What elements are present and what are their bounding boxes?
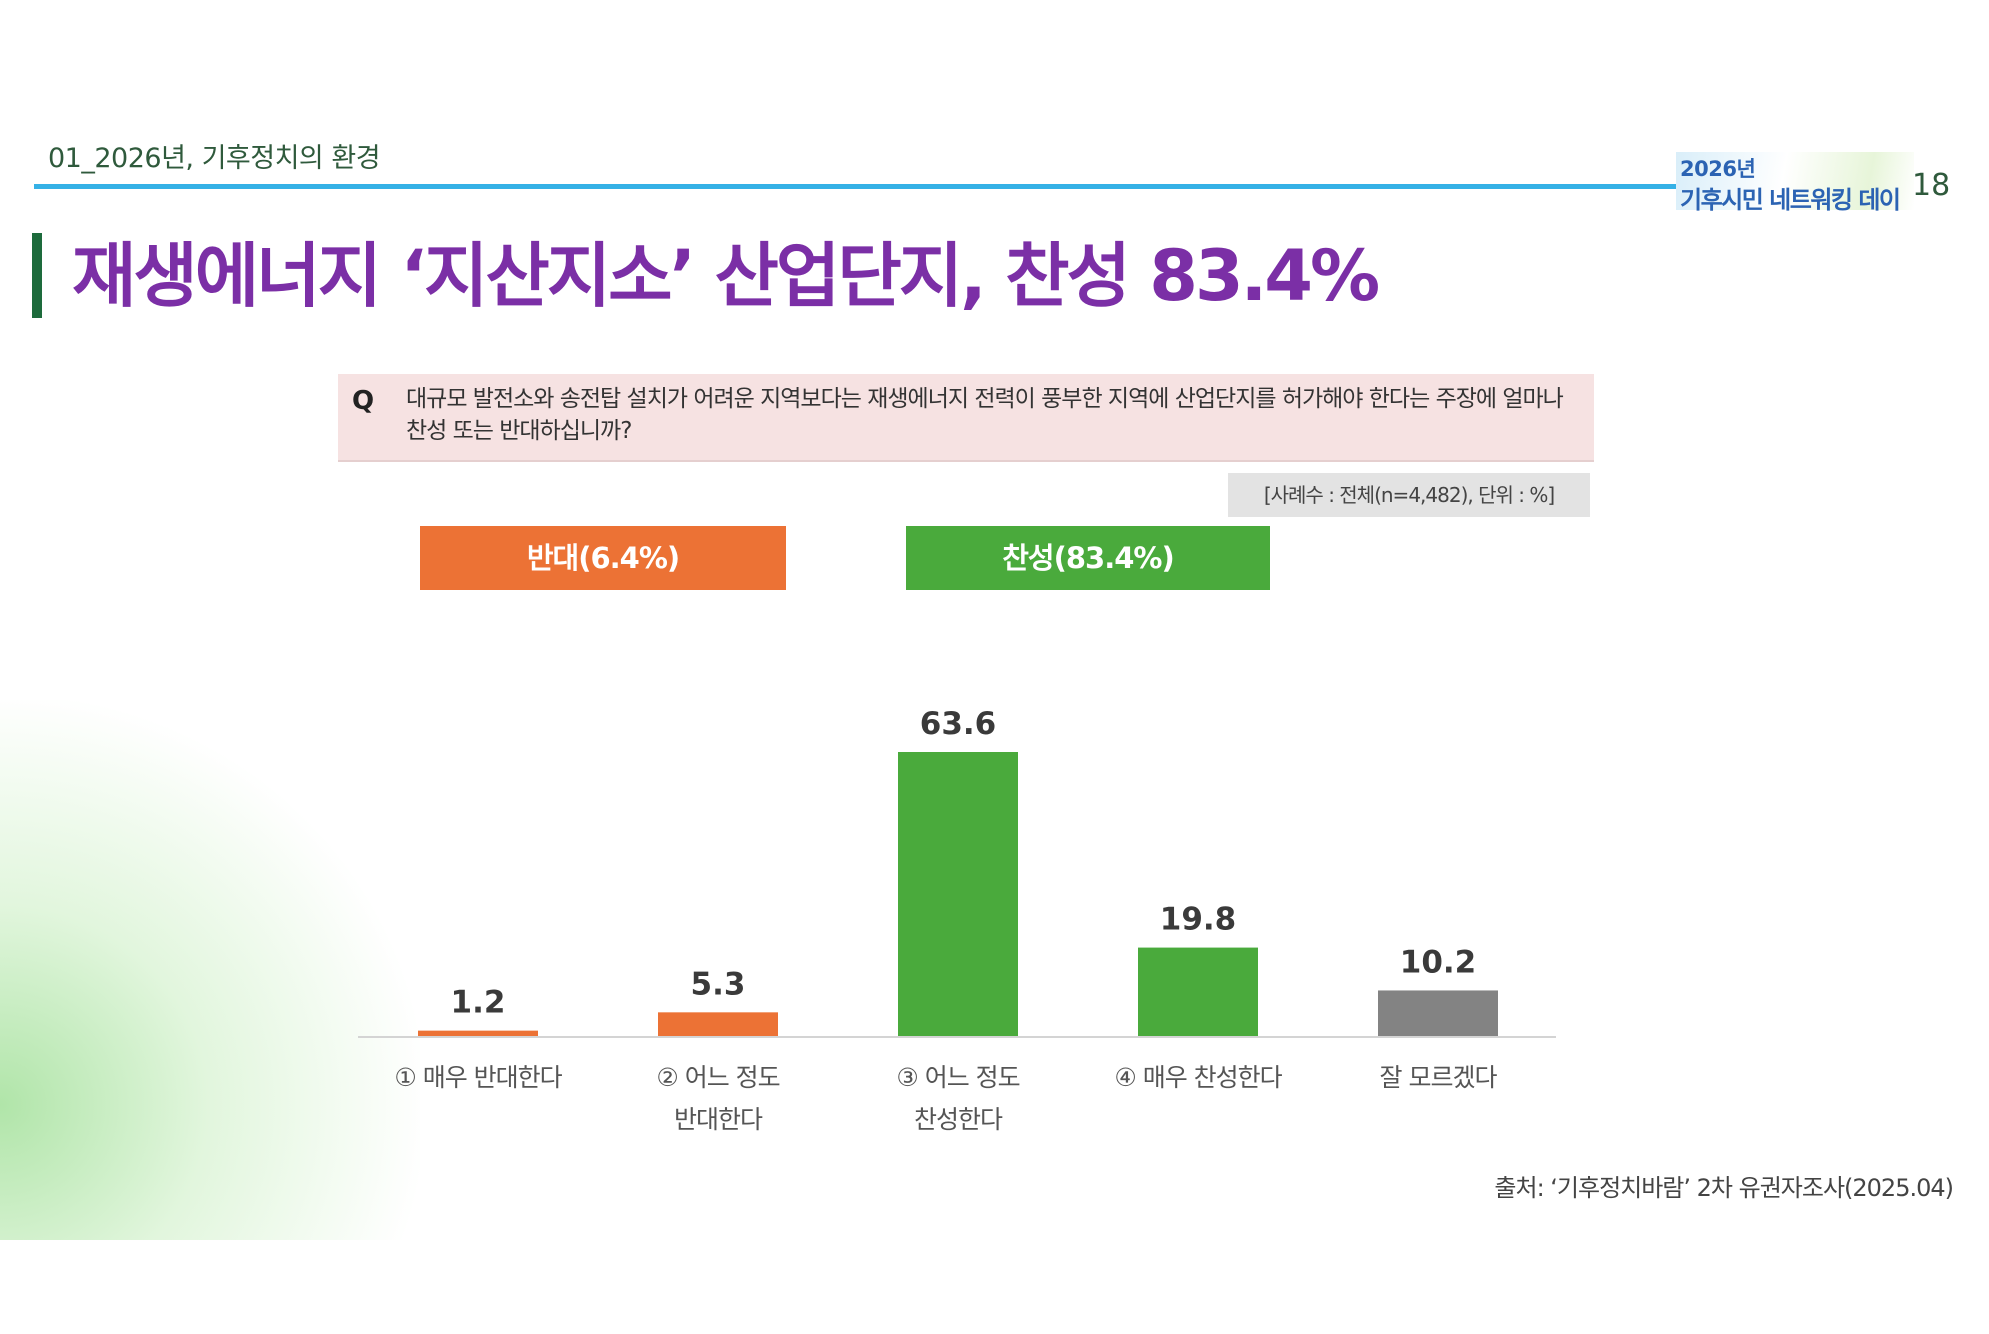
page-number: 18 <box>1912 168 1951 203</box>
bar-value-label-5: 10.2 <box>1400 944 1477 980</box>
category-label-3: 찬성한다 <box>914 1105 1003 1134</box>
bar-2 <box>658 1012 778 1036</box>
question-text: 대규모 발전소와 송전탑 설치가 어려운 지역보다는 재생에너지 전력이 풍부한… <box>406 386 1564 444</box>
category-label-2: 반대한다 <box>674 1105 763 1134</box>
category-label-3: ③ 어느 정도 <box>896 1063 1019 1092</box>
bar-value-label-1: 1.2 <box>451 985 506 1021</box>
bar-4 <box>1138 947 1258 1036</box>
bar-3 <box>898 752 1018 1036</box>
support-summary-badge: 찬성(83.4%) <box>906 526 1270 590</box>
title-accent-bar <box>32 233 42 318</box>
brand-event-name: 기후시민 네트워킹 데이 <box>1680 186 1901 214</box>
bar-value-label-3: 63.6 <box>920 706 997 742</box>
category-label-1: ① 매우 반대한다 <box>394 1063 562 1092</box>
sample-size-note: [사례수 : 전체(n=4,482), 단위 : %] <box>1228 473 1590 517</box>
brand-year: 2026년 <box>1680 157 1756 181</box>
question-marker: Q <box>352 386 375 416</box>
decorative-gradient <box>0 700 420 1240</box>
category-label-4: ④ 매우 찬성한다 <box>1114 1063 1282 1092</box>
source-note: 출처: ‘기후정치바람’ 2차 유권자조사(2025.04) <box>1494 1174 1954 1202</box>
brand-logo <box>1676 152 1914 210</box>
page-title: 재생에너지 ‘지산지소’ 산업단지, 찬성 83.4% <box>72 235 1380 317</box>
bar-1 <box>418 1030 538 1036</box>
bar-5 <box>1378 990 1498 1036</box>
oppose-summary-badge: 반대(6.4%) <box>420 526 786 590</box>
category-label-5: 잘 모르겠다 <box>1380 1063 1498 1092</box>
bar-value-label-2: 5.3 <box>691 966 746 1002</box>
bar-value-label-4: 19.8 <box>1160 902 1237 938</box>
section-label: 01_2026년, 기후정치의 환경 <box>48 143 381 174</box>
question-box <box>338 374 1594 462</box>
header-rule <box>34 184 1680 189</box>
category-label-2: ② 어느 정도 <box>656 1063 779 1092</box>
